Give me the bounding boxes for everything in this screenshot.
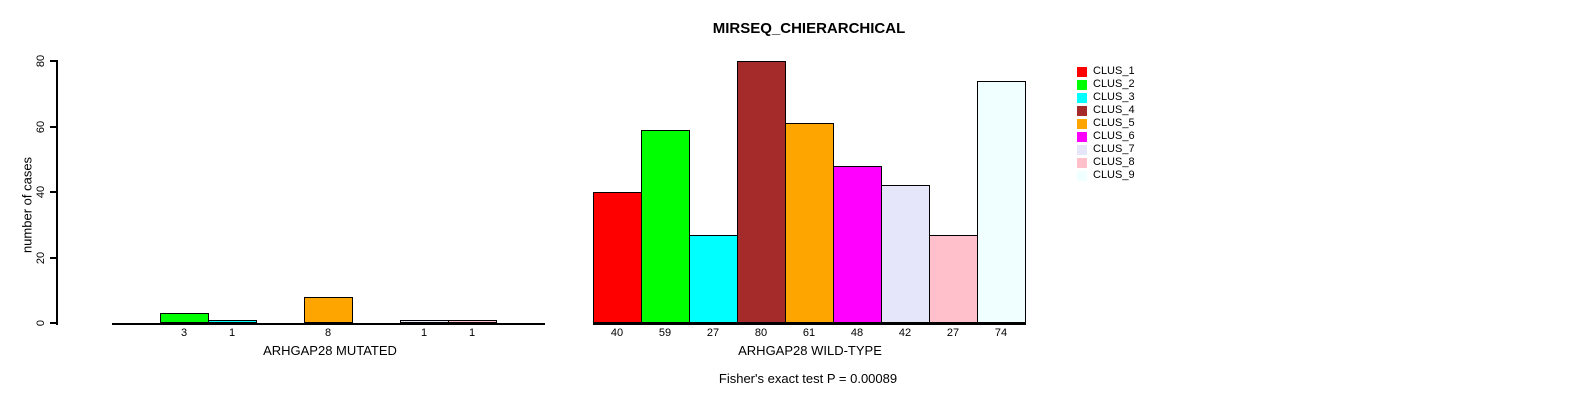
legend-row: CLUS_1 (1077, 65, 1135, 78)
legend-label: CLUS_3 (1093, 91, 1135, 103)
bar-value-label: 59 (658, 327, 672, 339)
legend-row: CLUS_8 (1077, 156, 1135, 169)
bar-clus_5 (304, 297, 353, 323)
legend-label: CLUS_1 (1093, 65, 1135, 77)
bar-value-label: 1 (228, 327, 236, 339)
legend-row: CLUS_3 (1077, 91, 1135, 104)
bar-clus_2 (160, 313, 209, 323)
bar-clus_1 (593, 192, 642, 323)
footnote-fisher-test: Fisher's exact test P = 0.00089 (718, 371, 898, 386)
bar-value-label: 8 (324, 327, 332, 339)
legend-label: CLUS_6 (1093, 130, 1135, 142)
bar-clus_8 (929, 235, 978, 323)
y-tick (50, 322, 57, 324)
x-axis-baseline (112, 323, 545, 325)
bar-value-label: 3 (180, 327, 188, 339)
bar-value-label: 1 (420, 327, 428, 339)
bar-value-label: 61 (802, 327, 816, 339)
group-label-wildtype: ARHGAP28 WILD-TYPE (738, 343, 882, 358)
legend-swatch-clus_1 (1077, 66, 1087, 77)
bar-clus_6 (833, 166, 882, 323)
legend-row: CLUS_9 (1077, 169, 1135, 182)
y-tick-label: 60 (35, 120, 47, 134)
y-tick (50, 126, 57, 128)
group-label-mutated: ARHGAP28 MUTATED (263, 343, 397, 358)
y-tick (50, 257, 57, 259)
legend-label: CLUS_5 (1093, 117, 1135, 129)
legend-swatch-clus_8 (1077, 157, 1087, 168)
bar-clus_7 (400, 320, 449, 323)
legend-row: CLUS_5 (1077, 117, 1135, 130)
legend-swatch-clus_4 (1077, 105, 1087, 116)
bar-clus_4 (737, 61, 786, 323)
y-tick-label: 20 (35, 251, 47, 265)
bar-clus_8 (448, 320, 497, 323)
legend-label: CLUS_2 (1093, 78, 1135, 90)
bar-value-label: 42 (898, 327, 912, 339)
y-axis-line (56, 60, 58, 325)
legend-row: CLUS_6 (1077, 130, 1135, 143)
legend-swatch-clus_2 (1077, 79, 1087, 90)
bar-value-label: 27 (706, 327, 720, 339)
bar-value-label: 74 (994, 327, 1008, 339)
bar-clus_3 (208, 320, 257, 323)
legend-swatch-clus_5 (1077, 118, 1087, 129)
bar-clus_9 (977, 81, 1026, 323)
legend-label: CLUS_8 (1093, 156, 1135, 168)
x-axis-baseline (593, 323, 1026, 325)
legend-label: CLUS_9 (1093, 169, 1135, 181)
legend-swatch-clus_9 (1077, 170, 1087, 181)
legend-label: CLUS_7 (1093, 143, 1135, 155)
bar-clus_2 (641, 130, 690, 323)
bar-value-label: 80 (754, 327, 768, 339)
chart-title: MIRSEQ_CHIERARCHICAL (712, 20, 906, 37)
legend-swatch-clus_3 (1077, 92, 1087, 103)
legend-swatch-clus_7 (1077, 144, 1087, 155)
bar-clus_7 (881, 185, 930, 323)
y-axis-label: number of cases (19, 156, 35, 254)
y-tick (50, 60, 57, 62)
legend-swatch-clus_6 (1077, 131, 1087, 142)
bar-value-label: 40 (610, 327, 624, 339)
legend-row: CLUS_2 (1077, 78, 1135, 91)
bar-value-label: 48 (850, 327, 864, 339)
bar-clus_5 (785, 123, 834, 323)
y-tick-label: 40 (35, 185, 47, 199)
legend-row: CLUS_7 (1077, 143, 1135, 156)
legend-label: CLUS_4 (1093, 104, 1135, 116)
y-tick-label: 80 (35, 54, 47, 68)
legend: CLUS_1 CLUS_2 CLUS_3 CLUS_4 CLUS_5 CLUS_6 CLUS… (1077, 65, 1135, 182)
bar-clus_3 (689, 235, 738, 323)
y-tick (50, 191, 57, 193)
bar-value-label: 27 (946, 327, 960, 339)
bar-value-label: 1 (468, 327, 476, 339)
y-tick-label: 0 (35, 319, 47, 327)
legend-row: CLUS_4 (1077, 104, 1135, 117)
